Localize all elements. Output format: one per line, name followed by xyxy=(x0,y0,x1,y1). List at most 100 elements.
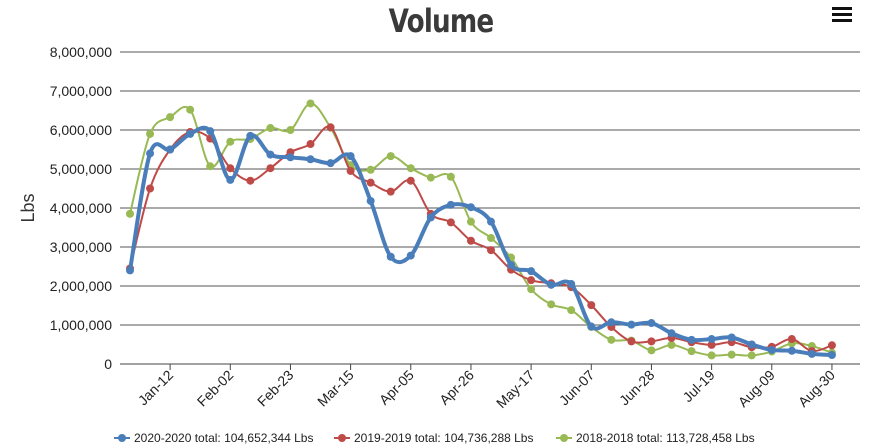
data-point[interactable] xyxy=(206,127,215,136)
data-point[interactable] xyxy=(266,124,275,133)
data-point[interactable] xyxy=(527,276,536,285)
data-point[interactable] xyxy=(126,209,134,218)
data-point[interactable] xyxy=(767,345,776,354)
data-point[interactable] xyxy=(687,335,696,344)
data-point[interactable] xyxy=(286,153,295,162)
data-point[interactable] xyxy=(487,217,495,226)
data-point[interactable] xyxy=(627,337,636,346)
series-2020-2020 xyxy=(126,125,836,360)
data-point[interactable] xyxy=(727,333,736,342)
data-point[interactable] xyxy=(366,196,375,205)
data-point[interactable] xyxy=(286,126,295,134)
data-point[interactable] xyxy=(787,335,796,344)
data-point[interactable] xyxy=(687,347,696,356)
data-point[interactable] xyxy=(827,351,836,360)
data-point[interactable] xyxy=(507,260,516,269)
data-point[interactable] xyxy=(166,113,175,122)
data-point[interactable] xyxy=(487,246,495,255)
data-point[interactable] xyxy=(827,341,836,350)
data-point[interactable] xyxy=(246,176,255,185)
data-point[interactable] xyxy=(707,351,716,360)
legend-label: 2019-2019 total: 104,736,288 Lbs xyxy=(354,431,533,445)
data-point[interactable] xyxy=(707,340,716,349)
data-point[interactable] xyxy=(747,351,756,360)
y-tick-label: 3,000,000 xyxy=(50,239,112,255)
data-point[interactable] xyxy=(146,129,155,138)
data-point[interactable] xyxy=(126,266,134,275)
data-point[interactable] xyxy=(186,129,195,138)
data-point[interactable] xyxy=(146,184,155,193)
x-tick-label: May-17 xyxy=(493,367,537,411)
data-point[interactable] xyxy=(246,131,255,140)
data-point[interactable] xyxy=(446,172,455,181)
data-point[interactable] xyxy=(406,164,415,173)
data-point[interactable] xyxy=(807,349,816,358)
data-point[interactable] xyxy=(567,280,576,289)
data-point[interactable] xyxy=(426,213,435,222)
legend-item-2020-2020[interactable]: 2020-2020 total: 104,652,344 Lbs xyxy=(114,431,313,445)
series-line xyxy=(128,125,833,358)
x-tick-label: Feb-02 xyxy=(194,367,237,410)
data-point[interactable] xyxy=(707,335,716,344)
legend-item-2019-2019[interactable]: 2019-2019 total: 104,736,288 Lbs xyxy=(334,431,533,445)
data-point[interactable] xyxy=(587,301,596,310)
data-point[interactable] xyxy=(326,123,335,132)
data-point[interactable] xyxy=(587,322,596,331)
data-point[interactable] xyxy=(226,164,235,173)
data-point[interactable] xyxy=(466,236,475,245)
data-point[interactable] xyxy=(266,164,275,173)
data-point[interactable] xyxy=(306,99,315,108)
data-point[interactable] xyxy=(346,166,355,175)
data-point[interactable] xyxy=(547,280,556,289)
data-point[interactable] xyxy=(647,337,656,346)
data-point[interactable] xyxy=(406,176,415,185)
y-axis-ticks: 0 1,000,000 2,000,000 3,000,000 4,000,000 5,0… xyxy=(50,44,113,372)
hamburger-menu-icon[interactable] xyxy=(830,4,854,26)
data-point[interactable] xyxy=(266,150,275,159)
data-point[interactable] xyxy=(466,217,475,226)
data-point[interactable] xyxy=(527,285,536,294)
data-point[interactable] xyxy=(667,329,676,338)
data-point[interactable] xyxy=(607,318,616,327)
data-point[interactable] xyxy=(446,200,455,209)
data-point[interactable] xyxy=(226,175,235,184)
series-line xyxy=(129,102,833,357)
x-axis: Jan-12 Feb-02 Feb-23 Mar-15 Apr-05 Apr-26 May-… xyxy=(120,363,860,411)
data-point[interactable] xyxy=(787,346,796,355)
data-point[interactable] xyxy=(366,178,375,187)
data-point[interactable] xyxy=(487,234,495,243)
data-point[interactable] xyxy=(386,152,395,161)
data-point[interactable] xyxy=(466,203,475,212)
data-point[interactable] xyxy=(166,145,175,154)
y-tick-label: 7,000,000 xyxy=(50,83,112,99)
data-point[interactable] xyxy=(306,140,315,149)
data-point[interactable] xyxy=(326,159,335,168)
data-point[interactable] xyxy=(667,340,676,349)
data-point[interactable] xyxy=(206,162,215,171)
data-point[interactable] xyxy=(146,149,155,158)
data-point[interactable] xyxy=(446,218,455,227)
data-point[interactable] xyxy=(647,346,656,355)
series-line xyxy=(129,125,833,353)
data-point[interactable] xyxy=(366,165,375,174)
data-point[interactable] xyxy=(567,306,576,315)
data-point[interactable] xyxy=(186,105,195,114)
x-tick-label: Mar-15 xyxy=(314,367,357,410)
data-point[interactable] xyxy=(346,152,355,161)
data-point[interactable] xyxy=(226,137,235,146)
data-point[interactable] xyxy=(607,335,616,344)
data-point[interactable] xyxy=(386,252,395,261)
legend-label: 2018-2018 total: 113,728,458 Lbs xyxy=(576,431,755,445)
data-point[interactable] xyxy=(386,187,395,196)
data-point[interactable] xyxy=(627,320,636,329)
data-point[interactable] xyxy=(306,155,315,164)
data-point[interactable] xyxy=(727,350,736,359)
data-point[interactable] xyxy=(647,319,656,328)
data-point[interactable] xyxy=(747,340,756,349)
data-point[interactable] xyxy=(527,267,536,276)
data-point[interactable] xyxy=(547,300,556,309)
data-point[interactable] xyxy=(406,251,415,260)
x-tick-label: Apr-26 xyxy=(436,367,477,408)
legend-item-2018-2018[interactable]: 2018-2018 total: 113,728,458 Lbs xyxy=(556,431,755,445)
data-point[interactable] xyxy=(426,173,435,182)
